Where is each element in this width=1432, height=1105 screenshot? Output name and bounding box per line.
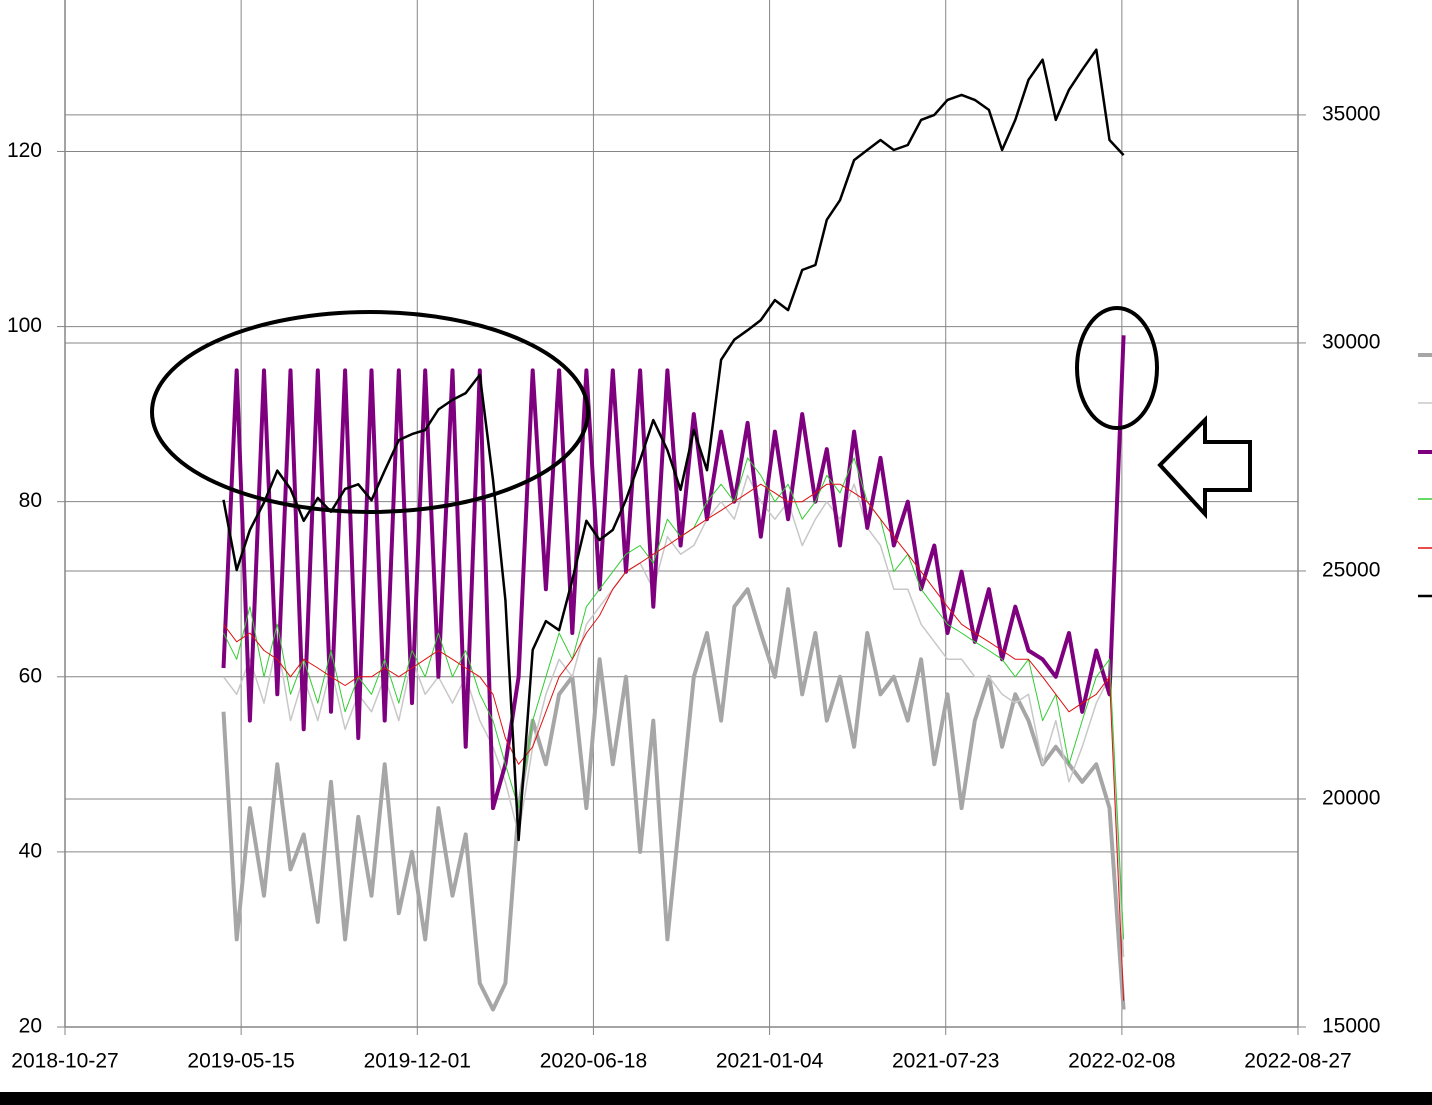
x-tick-label: 2022-08-27 [1244,1050,1351,1073]
x-tick-label: 2022-02-08 [1068,1050,1175,1073]
annotation-ellipse [1075,306,1159,430]
series-line [221,335,1126,811]
x-tick-label: 2021-07-23 [892,1050,999,1073]
y2-tick-label: 30000 [1322,330,1380,353]
bottom-bar [0,1092,1432,1105]
series-line [221,587,1126,1012]
x-tick-label: 2019-05-15 [187,1050,294,1073]
y-tick-label: 120 [7,139,42,162]
x-tick-label: 2019-12-01 [364,1050,471,1073]
x-tick-label: 2021-01-04 [716,1050,824,1073]
annotation-ellipse [150,310,590,514]
series-line [222,474,1125,958]
plot-lines [221,48,1126,1012]
y-tick-label: 80 [19,489,42,512]
y-tick-label: 60 [19,664,42,687]
y2-tick-label: 15000 [1322,1015,1380,1038]
y2-tick-label: 35000 [1322,102,1380,125]
series-line [222,48,1125,842]
series-line [223,457,1125,940]
annotation-arrow [1157,415,1252,520]
x-tick-label: 2020-06-18 [540,1050,647,1073]
axis-labels: 20 40 60 80 100 120 15000 20000 25000 30000 35000 2… [7,102,1380,1072]
y2-tick-label: 25000 [1322,559,1380,582]
y-tick-label: 100 [7,314,42,337]
series-line [223,483,1125,1001]
x-tick-label: 2018-10-27 [11,1050,118,1073]
legend [1418,353,1432,598]
y-tick-label: 40 [19,839,42,862]
y2-tick-label: 20000 [1322,787,1380,810]
y-tick-label: 20 [19,1015,42,1038]
